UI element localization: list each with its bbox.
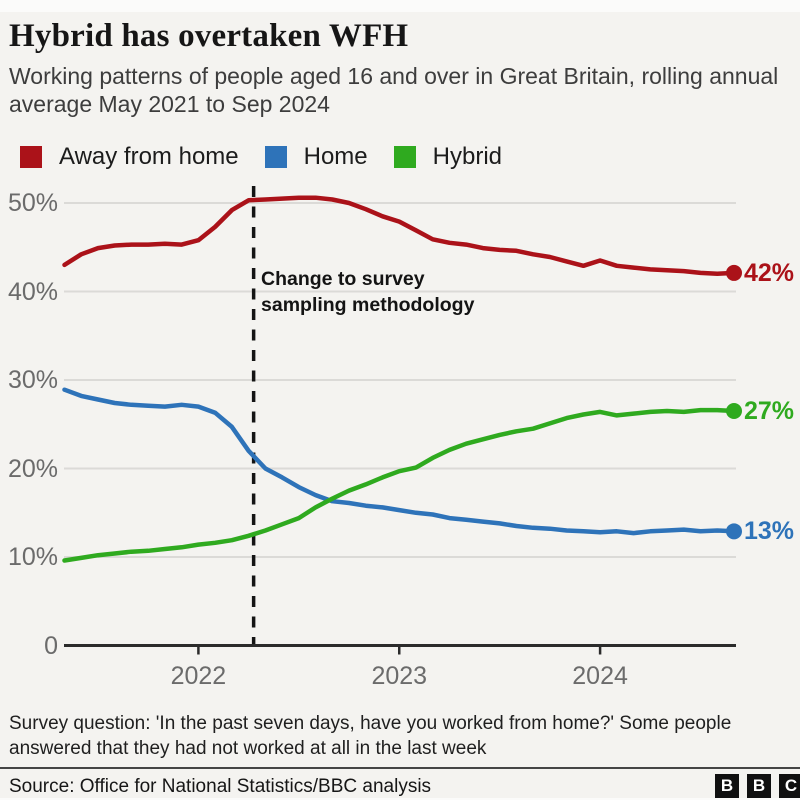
y-axis-label-50%: 50% [7,189,58,217]
x-axis-label-2023: 2023 [371,662,428,690]
legend-swatch-home [264,146,287,168]
source-credit: Source: Office for National Statistics/B… [9,776,432,797]
footnote-line-2: answered that they had not worked at all… [9,738,487,759]
y-axis-label-0: 0 [44,631,58,660]
legend: Away from home Home Hybrid [20,143,528,171]
bottom-margin [0,798,800,800]
end-value-label-hybrid: 27% [744,396,795,425]
end-value-label-home: 13% [744,517,795,546]
legend-label-hybrid: Hybrid [432,143,503,170]
y-axis-label-10%: 10% [7,543,58,571]
footnote: Survey question: 'In the past seven days… [9,711,797,761]
bbc-logo: B B C [715,774,800,798]
series-end-dot-away-from-home [726,264,742,281]
chart-subtitle: Working patterns of people aged 16 and o… [9,63,779,117]
end-value-label-away-from-home: 42% [744,258,795,287]
x-axis-label-2022: 2022 [170,662,227,690]
series-end-dot-home [726,523,742,540]
bbc-logo-c: C [779,774,800,798]
legend-swatch-hybrid [393,146,416,168]
annotation-survey-change: Change to survey sampling methodology [261,266,474,318]
bbc-logo-b2: B [747,774,771,798]
y-axis-label-20%: 20% [7,454,58,483]
y-axis-label-30%: 30% [7,366,58,394]
series-end-dot-hybrid [726,402,742,419]
series-line-hybrid [62,407,737,563]
legend-label-away-from-home: Away from home [59,143,239,170]
bbc-logo-b1: B [715,774,739,798]
x-axis-label-2024: 2024 [572,662,628,690]
series-line-away-from-home [62,195,737,277]
top-margin [0,0,800,12]
annotation-line-2: sampling methodology [261,294,475,316]
chart-title: Hybrid has overtaken WFH [9,18,409,54]
annotation-line-1: Change to survey [261,268,425,290]
y-axis-label-40%: 40% [7,277,58,306]
footnote-line-1: Survey question: 'In the past seven days… [9,713,732,734]
footer-divider [0,767,800,769]
series-line-home [62,387,737,536]
legend-label-home: Home [303,143,368,170]
legend-swatch-away-from-home [20,146,42,168]
